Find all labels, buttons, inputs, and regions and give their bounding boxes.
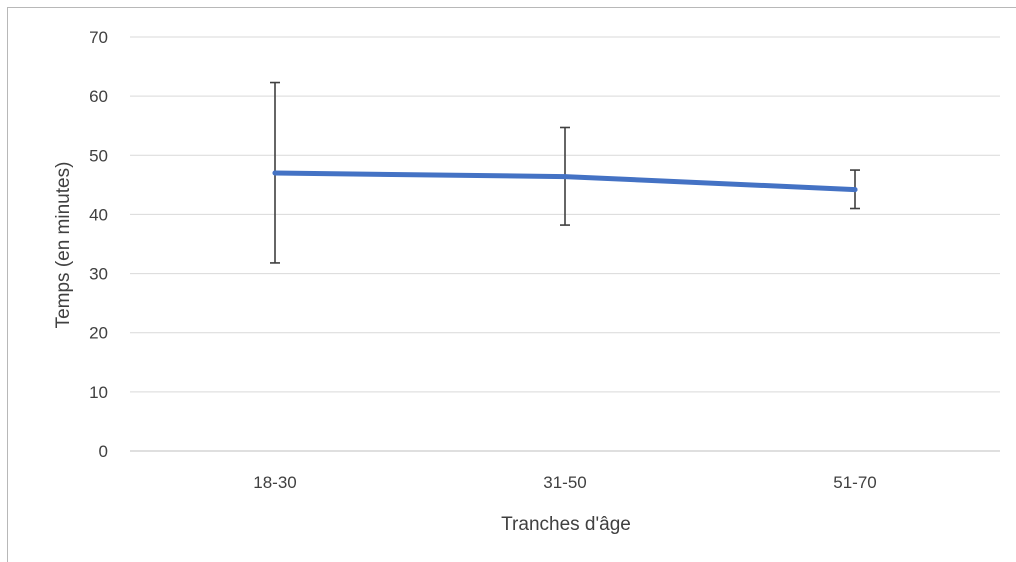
x-tick-label: 31-50 [543, 473, 586, 492]
y-tick-label: 70 [89, 28, 108, 47]
chart-frame [7, 7, 1016, 562]
y-tick-label: 0 [99, 442, 108, 461]
y-tick-label: 50 [89, 146, 108, 165]
x-axis-title: Tranches d'âge [501, 514, 631, 535]
data-point [562, 174, 568, 180]
y-tick-label: 30 [89, 265, 108, 284]
gridlines [130, 36, 1000, 452]
y-tick-label: 60 [89, 87, 108, 106]
y-tick-labels: 0 10 20 30 40 50 60 70 [89, 28, 108, 461]
data-point [852, 187, 858, 193]
y-axis-title: Temps (en minutes) [53, 162, 74, 329]
data-point [272, 170, 278, 176]
x-tick-label: 51-70 [833, 473, 876, 492]
y-tick-label: 10 [89, 383, 108, 402]
x-tick-label: 18-30 [253, 473, 296, 492]
y-tick-label: 20 [89, 324, 108, 343]
y-tick-label: 40 [89, 205, 108, 224]
x-tick-labels: 18-30 31-50 51-70 [253, 473, 876, 492]
series-layer [272, 170, 858, 193]
